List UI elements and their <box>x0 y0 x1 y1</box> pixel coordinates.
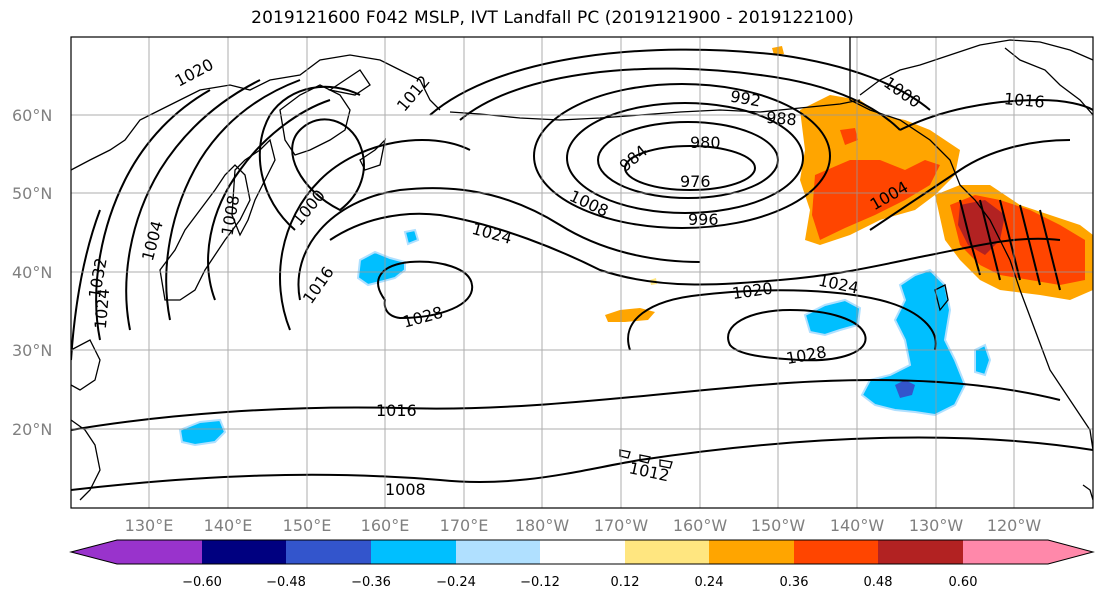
lon-label: 130°W <box>909 516 964 535</box>
colorbar-segment <box>286 540 371 564</box>
colorbar-segment <box>202 540 286 564</box>
isobar-label: 1016 <box>1003 89 1045 111</box>
lon-label: 140°E <box>204 516 253 535</box>
lon-label: 120°W <box>987 516 1042 535</box>
colorbar-segment <box>456 540 540 564</box>
isobar-label: 1024 <box>91 288 113 330</box>
colorbar-segment <box>878 540 963 564</box>
lon-label: 160°W <box>673 516 728 535</box>
colorbar-tick-label: −0.12 <box>520 575 560 590</box>
colorbar-segment <box>794 540 878 564</box>
isobar-label: 1008 <box>385 480 426 499</box>
lon-label: 150°W <box>751 516 806 535</box>
graticule <box>71 37 1093 508</box>
colorbar-tick-label: −0.24 <box>436 575 476 590</box>
map-title: 2019121600 F042 MSLP, IVT Landfall PC (2… <box>251 8 854 28</box>
colorbar-segment <box>540 540 625 564</box>
colorbar-tick-label: 0.60 <box>949 575 978 590</box>
colorbar-tick-label: −0.48 <box>266 575 306 590</box>
lon-label: 170°W <box>594 516 649 535</box>
colorbar-tick-label: 0.48 <box>864 575 893 590</box>
isobar-label: 988 <box>765 108 797 130</box>
isobar-label: 976 <box>680 172 711 191</box>
isobar-label: 1016 <box>376 401 417 420</box>
colorbar-extend-low <box>71 540 117 564</box>
isobar-label: 996 <box>688 210 719 229</box>
lat-label: 30°N <box>12 341 52 360</box>
colorbar-tick-label: 0.24 <box>695 575 724 590</box>
lon-label: 160°E <box>361 516 410 535</box>
colorbar-segment <box>625 540 709 564</box>
lat-label: 50°N <box>12 184 52 203</box>
longitude-labels: 130°E 140°E 150°E 160°E 170°E 180°W 170°… <box>125 516 1042 535</box>
isobar-contours <box>71 48 1093 491</box>
colorbar-tick-label: −0.36 <box>351 575 391 590</box>
colorbar: −0.60 −0.48 −0.36 −0.24 −0.12 0.12 0.24 … <box>69 539 1095 590</box>
lon-label: 130°E <box>125 516 174 535</box>
colorbar-tick-label: −0.60 <box>182 575 222 590</box>
lon-label: 150°E <box>283 516 332 535</box>
plot-border <box>70 36 1094 509</box>
lon-label: 180°W <box>515 516 570 535</box>
colorbar-segment <box>709 540 794 564</box>
colorbar-tick-label: 0.12 <box>611 575 640 590</box>
latitude-labels: 60°N 50°N 40°N 30°N 20°N <box>12 106 52 439</box>
colorbar-segment <box>371 540 456 564</box>
isobar-label: 980 <box>690 133 721 152</box>
lat-label: 20°N <box>12 420 52 439</box>
lon-label: 170°E <box>440 516 489 535</box>
colorbar-tick-label: 0.36 <box>780 575 809 590</box>
lat-label: 40°N <box>12 263 52 282</box>
lat-label: 60°N <box>12 106 52 125</box>
colorbar-extend-high <box>1048 540 1093 564</box>
colorbar-segment <box>963 540 1048 564</box>
colorbar-segment <box>117 540 202 564</box>
lon-label: 140°W <box>830 516 885 535</box>
